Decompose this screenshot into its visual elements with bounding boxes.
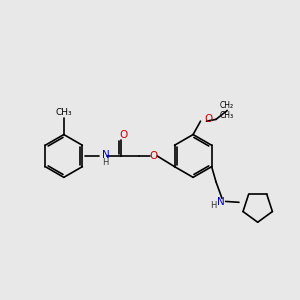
- Text: H: H: [211, 201, 217, 210]
- Text: O: O: [149, 151, 158, 161]
- Text: N: N: [217, 197, 224, 207]
- Text: CH₃: CH₃: [56, 108, 72, 117]
- Text: H: H: [102, 158, 109, 167]
- Text: N: N: [102, 150, 110, 160]
- Text: CH₂
CH₃: CH₂ CH₃: [219, 101, 233, 120]
- Text: O: O: [120, 130, 128, 140]
- Text: O: O: [204, 114, 212, 124]
